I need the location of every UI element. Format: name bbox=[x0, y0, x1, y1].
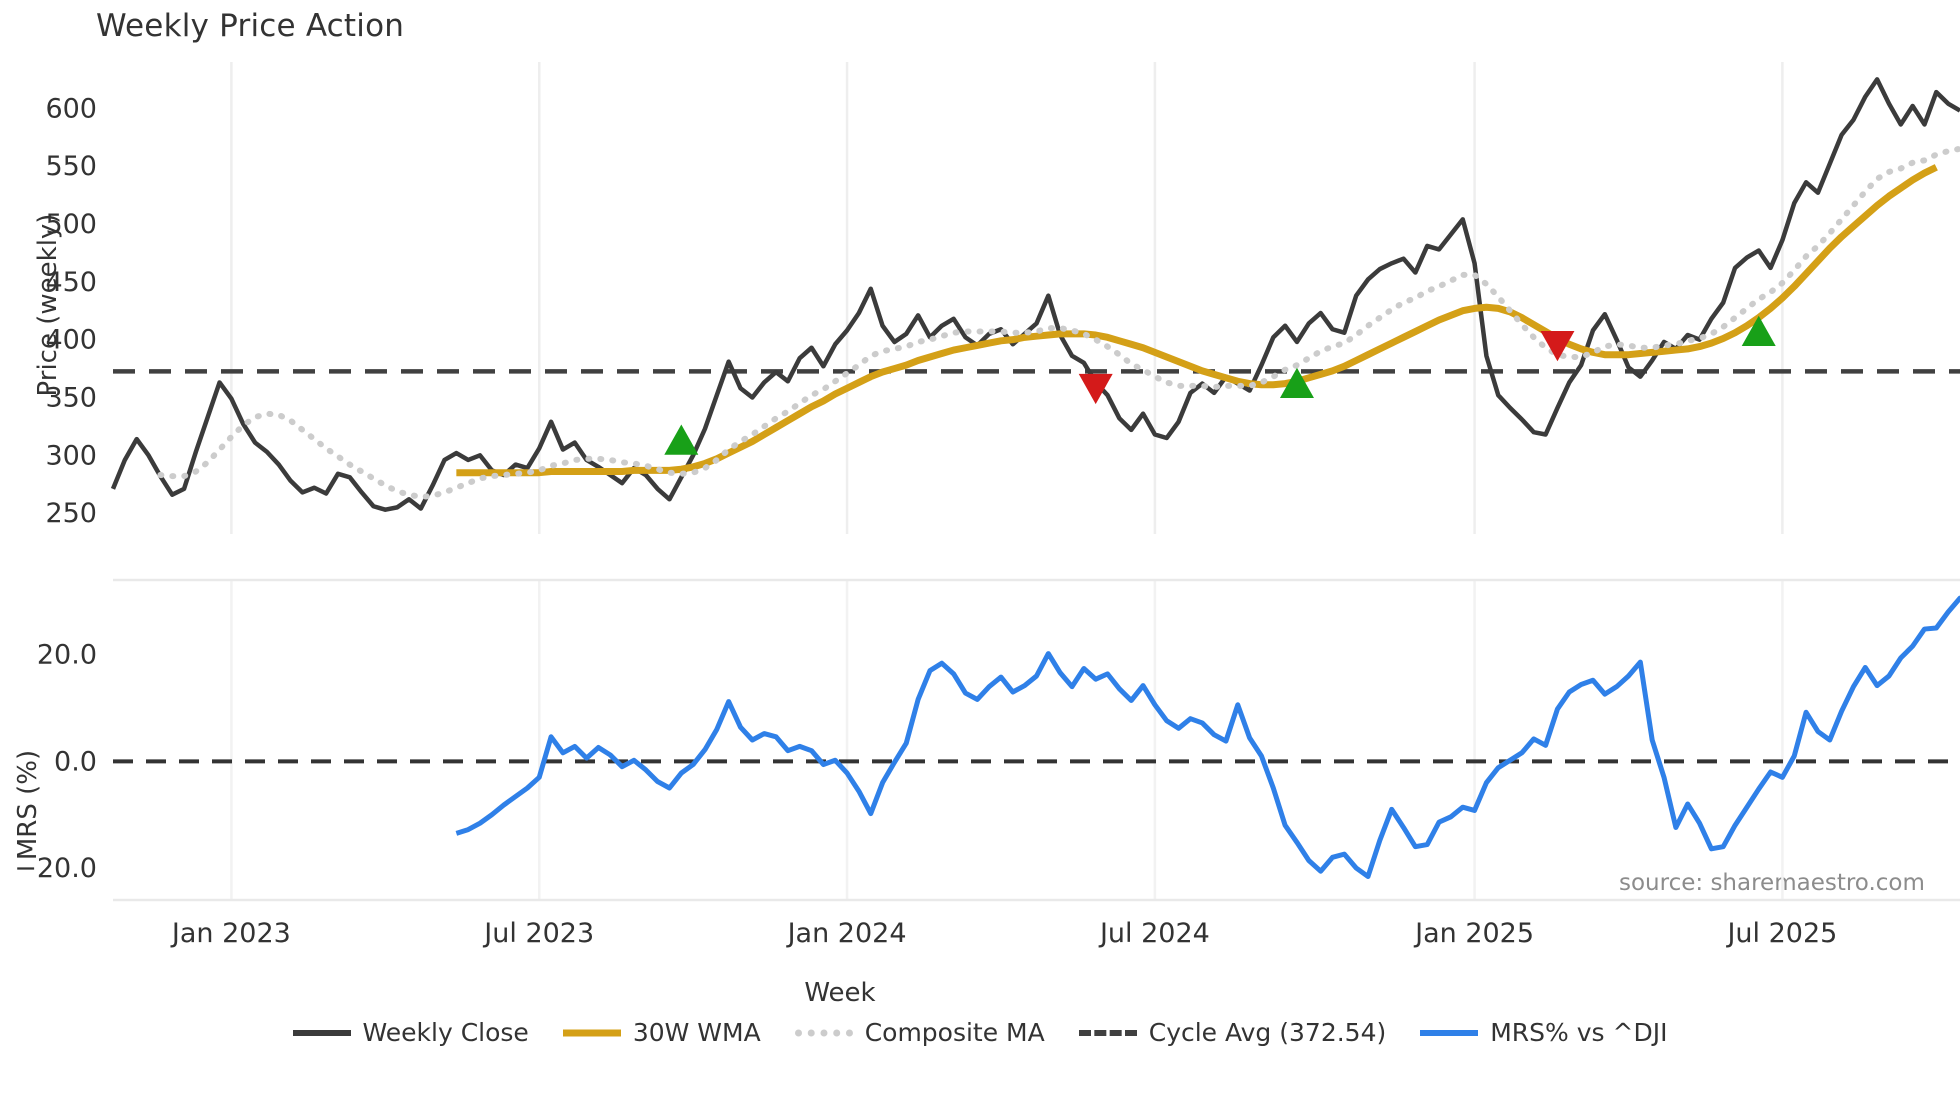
gridlines bbox=[113, 62, 1960, 902]
chart-legend: Weekly Close 30W WMA Composite MA Cycle Avg… bbox=[0, 1018, 1960, 1047]
legend-label: 30W WMA bbox=[632, 1018, 761, 1047]
sell-signal-marker bbox=[1078, 373, 1113, 405]
legend-item-cycle-avg-372-54[interactable]: Cycle Avg (372.54) bbox=[1078, 1018, 1387, 1047]
price-tick-label: 500 bbox=[45, 209, 97, 240]
price-tick-label: 550 bbox=[45, 151, 97, 182]
price-tick-label: 400 bbox=[45, 325, 97, 356]
legend-swatch-icon bbox=[562, 1022, 621, 1044]
data-series bbox=[110, 77, 1960, 880]
sell-signal-marker bbox=[1540, 331, 1575, 362]
page-title: Weekly Price Action bbox=[96, 8, 405, 44]
chart-canvas: 250 300 350 400 450 500 550 600 20.0 0.0 −20.0 Ja… bbox=[14, 62, 1960, 949]
mrs-tick-label: 20.0 bbox=[37, 640, 97, 671]
legend-item-weekly-close[interactable]: Weekly Close bbox=[292, 1018, 529, 1047]
legend-item-mrs-vs-dji[interactable]: MRS% vs ^DJI bbox=[1420, 1018, 1667, 1047]
legend-swatch-icon bbox=[1420, 1022, 1479, 1044]
legend-label: Cycle Avg (372.54) bbox=[1148, 1018, 1387, 1047]
legend-swatch-icon bbox=[794, 1022, 853, 1044]
legend-swatch-icon bbox=[292, 1022, 351, 1044]
x-tick-label: Jul 2025 bbox=[1725, 918, 1837, 949]
x-tick-label: Jan 2024 bbox=[786, 918, 907, 949]
price-tick-label: 250 bbox=[45, 498, 97, 529]
x-tick-label: Jan 2025 bbox=[1413, 918, 1534, 949]
series-composite-ma bbox=[157, 145, 1960, 500]
x-tick-label: Jul 2023 bbox=[482, 918, 594, 949]
x-tick-label: Jan 2023 bbox=[170, 918, 291, 949]
x-axis-label: Week bbox=[804, 978, 876, 1008]
price-tick-label: 600 bbox=[45, 93, 97, 124]
legend-item-30w-wma[interactable]: 30W WMA bbox=[562, 1018, 761, 1047]
legend-label: Weekly Close bbox=[362, 1018, 529, 1047]
legend-item-composite-ma[interactable]: Composite MA bbox=[794, 1018, 1045, 1047]
legend-label: Composite MA bbox=[864, 1018, 1045, 1047]
price-y-tick-labels: 250 300 350 400 450 500 550 600 bbox=[45, 93, 97, 529]
source-watermark: source: sharemaestro.com bbox=[1619, 870, 1925, 896]
mrs-tick-label: −20.0 bbox=[14, 853, 97, 884]
signal-markers bbox=[664, 315, 1776, 455]
legend-label: MRS% vs ^DJI bbox=[1490, 1018, 1668, 1047]
buy-signal-marker bbox=[1279, 367, 1314, 399]
mrs-tick-label: 0.0 bbox=[54, 746, 97, 777]
x-tick-label: Jul 2024 bbox=[1098, 918, 1210, 949]
legend-swatch-icon bbox=[1078, 1022, 1137, 1044]
series-mrs-vs-dji bbox=[455, 595, 1960, 880]
price-tick-label: 300 bbox=[45, 440, 97, 471]
price-tick-label: 350 bbox=[45, 382, 97, 413]
mrs-y-tick-labels: 20.0 0.0 −20.0 bbox=[14, 640, 97, 884]
buy-signal-marker bbox=[664, 424, 699, 455]
x-tick-labels: Jan 2023 Jul 2023 Jan 2024 Jul 2024 Jan 2025… bbox=[170, 918, 1837, 949]
price-tick-label: 450 bbox=[45, 267, 97, 298]
series-30w-wma bbox=[456, 164, 1938, 477]
series-weekly-close bbox=[110, 77, 1960, 512]
buy-signal-marker bbox=[1741, 315, 1776, 346]
